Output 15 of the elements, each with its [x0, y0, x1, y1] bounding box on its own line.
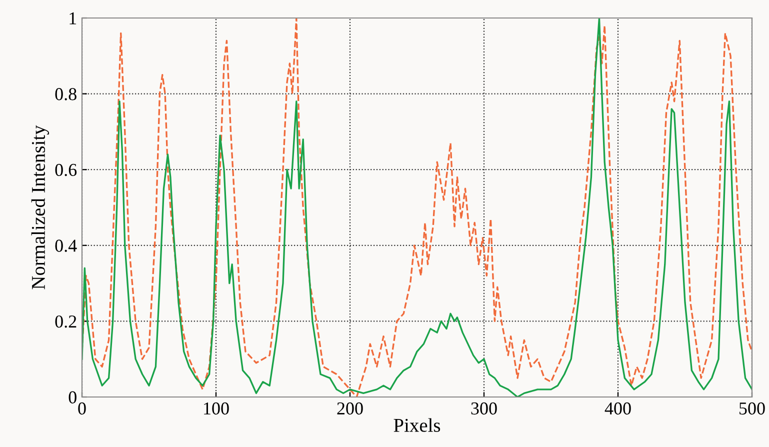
- x-axis-title: Pixels: [394, 418, 440, 432]
- x-tick-label: 200: [337, 402, 363, 415]
- y-axis-title: Normalized Intensity: [31, 125, 50, 290]
- y-tick-label: 0.8: [55, 88, 76, 100]
- x-tick-label: 100: [204, 402, 229, 415]
- y-tick-label: 1: [70, 12, 76, 24]
- y-tick-label: 0.4: [55, 240, 77, 252]
- line-series: [82, 18, 752, 397]
- y-tick-label: 0: [68, 391, 76, 404]
- x-tick-label: 500: [740, 402, 765, 415]
- x-tick-label: 400: [604, 402, 631, 415]
- x-tick-label: 0: [78, 402, 86, 415]
- y-tick-label: 0.6: [55, 164, 77, 176]
- x-tick-label: 300: [471, 402, 497, 415]
- y-tick-label: 0.2: [55, 315, 76, 328]
